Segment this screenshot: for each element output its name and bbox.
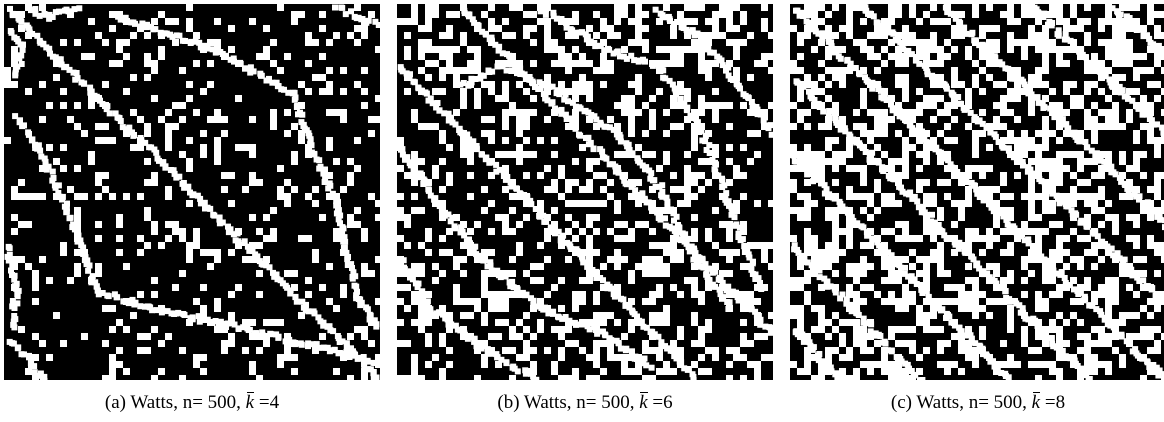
adjacency-matrix-c <box>790 4 1164 380</box>
caption-a-suffix: =4 <box>254 392 280 413</box>
caption-c: (c) Watts, n= 500, k =8 <box>790 392 1164 414</box>
caption-c-prefix: (c) Watts, n= 500, <box>890 392 1032 413</box>
panel-c <box>790 4 1164 380</box>
caption-a-prefix: (a) Watts, n= 500, <box>104 392 246 413</box>
caption-c-suffix: =8 <box>1040 392 1066 413</box>
caption-a-k: k <box>245 392 255 413</box>
caption-b-suffix: =6 <box>647 392 673 413</box>
panel-a <box>4 4 380 380</box>
caption-a: (a) Watts, n= 500, k =4 <box>4 392 380 414</box>
caption-b-k: k <box>639 392 648 413</box>
caption-b-prefix: (b) Watts, n= 500, <box>497 392 640 413</box>
adjacency-matrix-b <box>397 4 773 380</box>
adjacency-matrix-a <box>4 4 380 380</box>
panel-b <box>397 4 773 380</box>
caption-b: (b) Watts, n= 500, k =6 <box>397 392 773 414</box>
caption-c-k: k <box>1031 392 1041 413</box>
